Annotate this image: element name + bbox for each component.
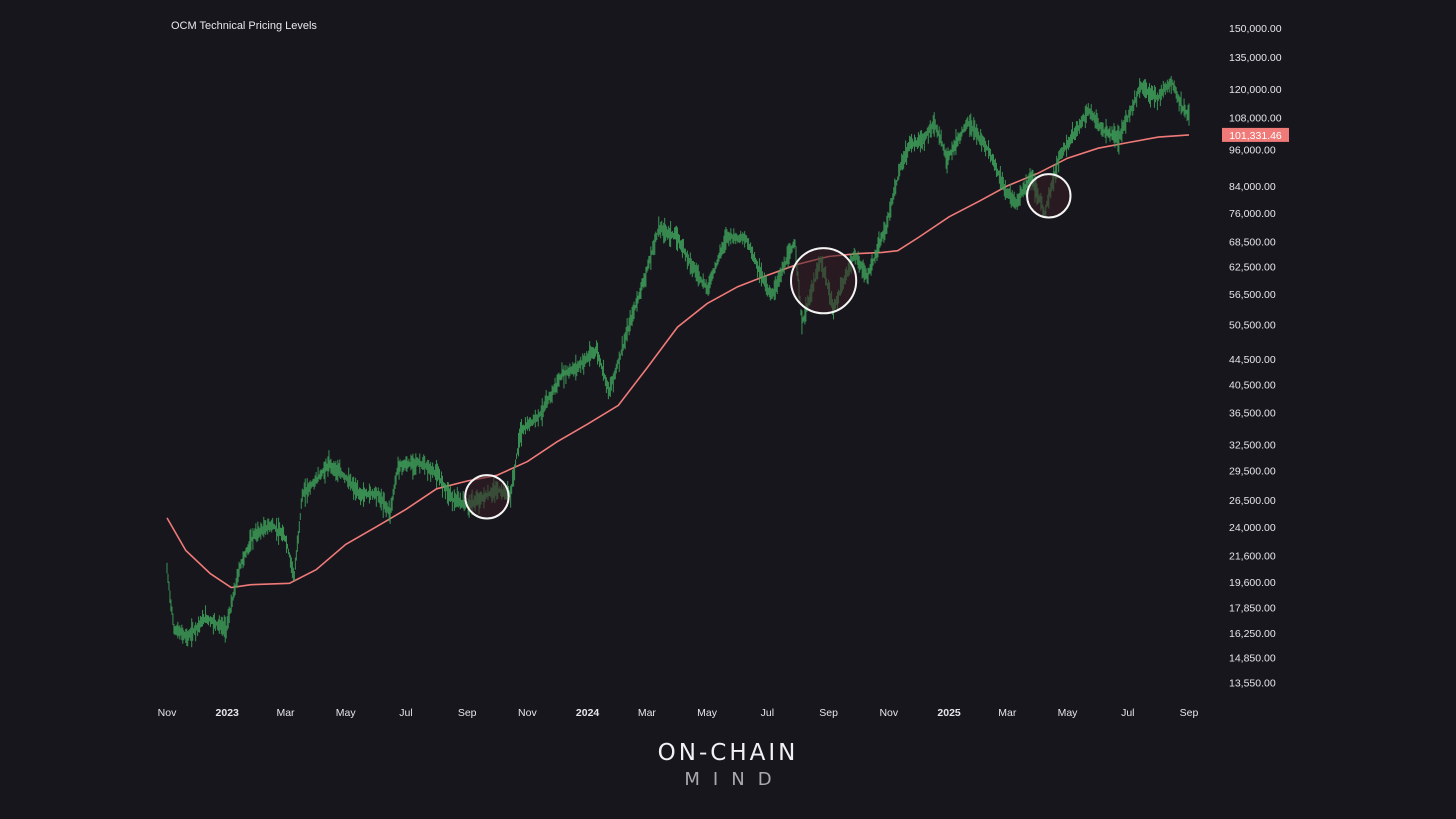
y-tick-label: 84,000.00 [1229,181,1276,193]
price-chart: 150,000.00 135,000.00 120,000.00 108,000.00… [158,23,1289,719]
y-tick-label: 32,500.00 [1229,439,1276,451]
y-tick-label: 40,500.00 [1229,379,1276,391]
y-tick-label: 68,500.00 [1229,236,1276,248]
x-tick-label: Nov [879,707,898,719]
y-tick-label: 50,500.00 [1229,319,1276,331]
y-tick-label: 96,000.00 [1229,145,1276,157]
last-value-label: 101,331.46 [1229,130,1282,142]
x-tick-label: Jul [399,707,412,719]
y-tick-label: 21,600.00 [1229,551,1276,563]
y-tick-label: 56,500.00 [1229,289,1276,301]
brand-logo-line1: ON-CHAIN [657,740,799,766]
x-tick-label: Sep [819,707,838,719]
x-axis: Nov 2023 Mar May Jul Sep Nov 2024 Mar May Jul Sep No… [158,707,1199,719]
y-tick-label: 29,500.00 [1229,466,1276,478]
x-tick-label: Mar [638,707,657,719]
moving-average-layer [166,134,1190,589]
y-tick-label: 17,850.00 [1229,602,1276,614]
x-tick-label: Jul [761,707,774,719]
y-tick-label: 36,500.00 [1229,408,1276,420]
x-tick-label: 2025 [937,707,961,719]
x-tick-label: Mar [998,707,1017,719]
x-tick-label: 2023 [216,707,240,719]
x-tick-label: Mar [276,707,295,719]
price-candles-layer [166,76,1190,648]
y-axis: 150,000.00 135,000.00 120,000.00 108,000.00… [1222,23,1289,689]
y-tick-label: 150,000.00 [1229,23,1282,35]
x-tick-label: May [1058,707,1079,719]
y-tick-label: 76,000.00 [1229,208,1276,220]
y-tick-label: 13,550.00 [1229,677,1276,689]
x-tick-label: Jul [1121,707,1134,719]
x-tick-label: May [697,707,718,719]
x-tick-label: 2024 [576,707,600,719]
y-tick-label: 108,000.00 [1229,113,1282,125]
highlight-circle-1 [464,474,510,520]
y-tick-label: 16,250.00 [1229,628,1276,640]
chart-title: OCM Technical Pricing Levels [171,20,317,32]
annotation-circles-layer [464,173,1072,520]
y-tick-label: 26,500.00 [1229,495,1276,507]
y-tick-label: 62,500.00 [1229,261,1276,273]
brand-logo-line2: MIND [684,769,785,790]
y-tick-label: 19,600.00 [1229,577,1276,589]
y-tick-label: 14,850.00 [1229,652,1276,664]
y-tick-label: 135,000.00 [1229,52,1282,64]
last-value-badge [1222,127,1289,142]
y-tick-label: 44,500.00 [1229,354,1276,366]
y-tick-label: 24,000.00 [1229,522,1276,534]
highlight-circle-2 [790,247,858,315]
x-tick-label: Nov [158,707,177,719]
x-tick-label: Nov [518,707,537,719]
x-tick-label: Sep [458,707,477,719]
highlight-circle-3 [1026,173,1072,219]
x-tick-label: May [336,707,357,719]
moving-average-line [166,134,1190,589]
x-tick-label: Sep [1180,707,1199,719]
y-tick-label: 120,000.00 [1229,84,1282,96]
